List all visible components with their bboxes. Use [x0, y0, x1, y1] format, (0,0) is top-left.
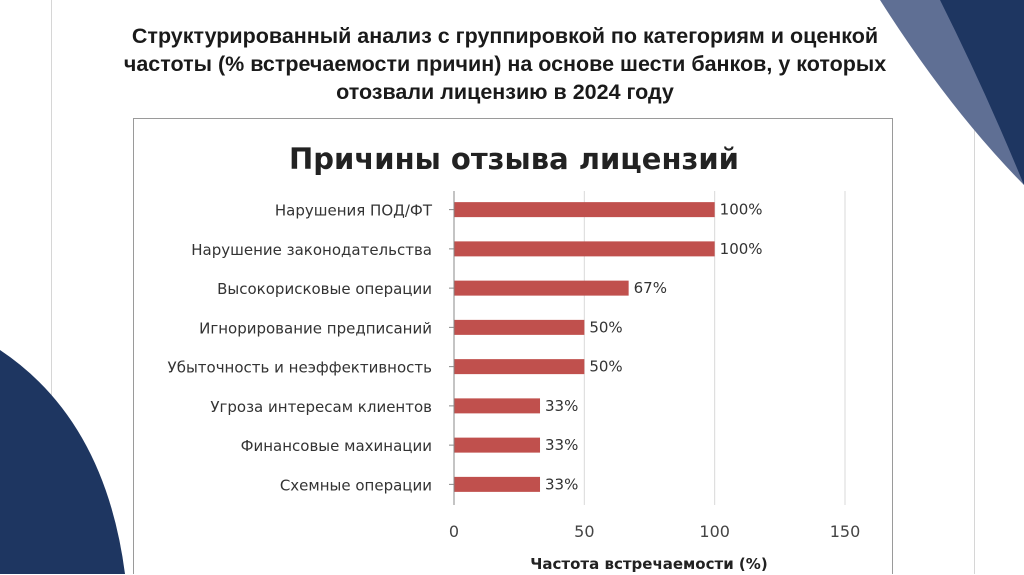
- data-label: 33%: [545, 397, 578, 415]
- slide-title: Структурированный анализ с группировкой …: [123, 24, 887, 104]
- data-label: 67%: [634, 279, 667, 297]
- category-label: Убыточность и неэффективность: [168, 359, 432, 377]
- data-label: 33%: [545, 436, 578, 454]
- data-label: 33%: [545, 475, 578, 493]
- bar-chart: Причины отзыва лицензий Нарушения ПОД/ФТ…: [168, 142, 861, 573]
- x-tick-label: 150: [830, 522, 861, 541]
- chart-container: Причины отзыва лицензий Нарушения ПОД/ФТ…: [133, 118, 893, 574]
- bar: [454, 398, 541, 414]
- bar: [454, 319, 585, 335]
- category-label: Угроза интересам клиентов: [210, 398, 432, 416]
- x-tick-label: 0: [449, 522, 459, 541]
- bottom-left-decoration: [0, 350, 125, 574]
- data-label: 50%: [589, 358, 622, 376]
- bar: [454, 241, 715, 257]
- category-label: Финансовые махинации: [241, 437, 432, 455]
- data-label: 50%: [589, 318, 622, 336]
- x-tick-label: 100: [699, 522, 730, 541]
- bar: [454, 280, 629, 296]
- data-label: 100%: [720, 240, 763, 258]
- data-label: 100%: [720, 201, 763, 219]
- x-tick-label: 50: [574, 522, 594, 541]
- category-label: Игнорирование предписаний: [199, 319, 432, 337]
- top-right-decoration: [880, 0, 1024, 185]
- bar: [454, 359, 585, 375]
- category-label: Высокорисковые операции: [217, 280, 432, 298]
- bar: [454, 437, 541, 453]
- category-label: Нарушение законодательства: [191, 241, 432, 259]
- x-axis-label: Частота встречаемости (%): [530, 555, 767, 573]
- category-label: Нарушения ПОД/ФТ: [275, 202, 433, 220]
- category-label: Схемные операции: [280, 476, 432, 494]
- bar: [454, 476, 541, 492]
- bar: [454, 202, 715, 218]
- right-frame-line: [974, 0, 975, 574]
- chart-title: Причины отзыва лицензий: [289, 142, 739, 176]
- left-frame-line: [51, 0, 52, 574]
